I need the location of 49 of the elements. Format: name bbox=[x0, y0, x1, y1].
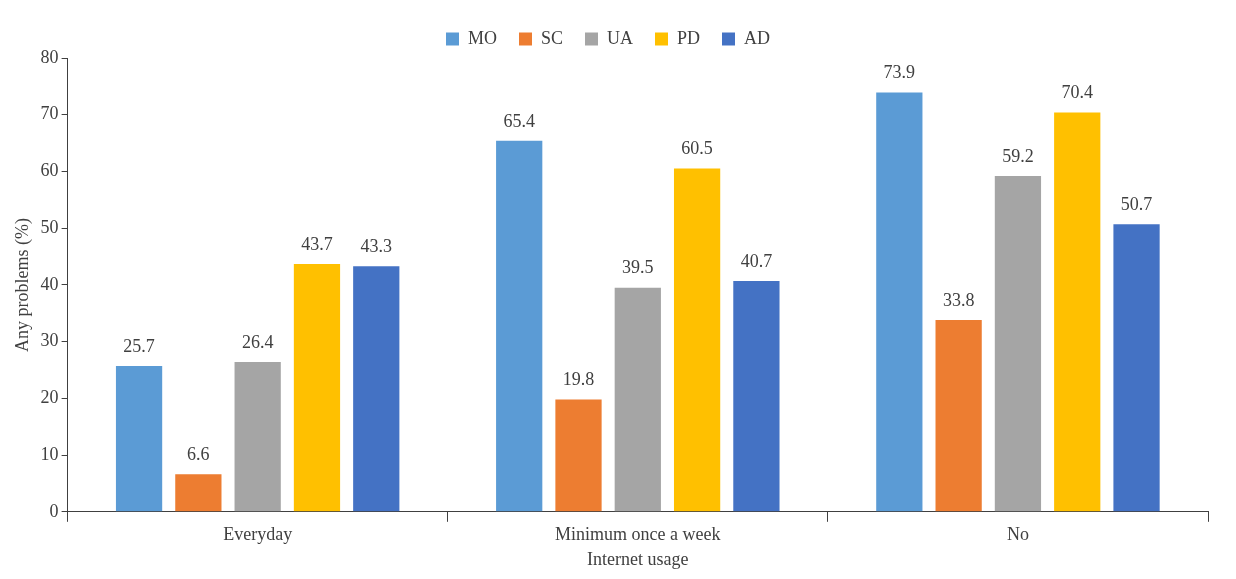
data-label: 60.5 bbox=[681, 138, 713, 159]
data-label: 6.6 bbox=[187, 444, 210, 465]
bar bbox=[496, 140, 543, 512]
bar bbox=[175, 474, 222, 512]
data-label: 65.4 bbox=[503, 110, 535, 131]
legend-label: UA bbox=[607, 27, 634, 48]
bar bbox=[994, 175, 1042, 512]
data-label: 25.7 bbox=[123, 335, 155, 356]
bar bbox=[353, 266, 400, 512]
legend-label: PD bbox=[677, 27, 701, 48]
y-tick-label: 50 bbox=[40, 216, 59, 237]
bar bbox=[733, 280, 780, 512]
bar bbox=[1054, 112, 1101, 512]
bar bbox=[935, 320, 982, 512]
data-label: 39.5 bbox=[622, 257, 654, 278]
y-tick-label: 20 bbox=[40, 387, 59, 408]
legend-label: MO bbox=[467, 27, 497, 48]
bar bbox=[555, 399, 602, 512]
bar bbox=[673, 168, 721, 512]
bar bbox=[293, 263, 341, 512]
bar bbox=[876, 92, 923, 512]
x-tick-label: Everyday bbox=[223, 524, 293, 545]
y-tick-label: 40 bbox=[40, 273, 59, 294]
bar bbox=[614, 287, 661, 512]
y-tick-label: 60 bbox=[40, 160, 59, 181]
y-tick-label: 30 bbox=[40, 330, 59, 351]
bar bbox=[115, 366, 163, 512]
data-label: 40.7 bbox=[740, 250, 773, 271]
y-tick-label: 0 bbox=[49, 500, 59, 521]
data-label: 43.7 bbox=[301, 233, 333, 254]
y-tick-label: 70 bbox=[40, 103, 59, 124]
y-axis-title: Any problems (%) bbox=[11, 217, 33, 352]
x-tick-label: No bbox=[1006, 524, 1029, 545]
data-label: 33.8 bbox=[942, 289, 975, 310]
data-label: 70.4 bbox=[1061, 82, 1093, 103]
data-label: 19.8 bbox=[562, 369, 595, 390]
x-tick-label: Minimum once a week bbox=[555, 524, 721, 545]
bar bbox=[1113, 224, 1160, 512]
bar bbox=[234, 362, 281, 512]
legend-label: SC bbox=[540, 27, 564, 48]
x-axis-title: Internet usage bbox=[587, 548, 689, 569]
data-label: 73.9 bbox=[883, 62, 916, 83]
data-label: 50.7 bbox=[1120, 193, 1153, 214]
y-tick-label: 80 bbox=[40, 46, 59, 67]
data-label: 59.2 bbox=[1002, 145, 1034, 166]
data-label: 26.4 bbox=[241, 331, 274, 352]
data-label: 43.3 bbox=[360, 235, 393, 256]
y-tick-label: 10 bbox=[40, 443, 59, 464]
legend-label: AD bbox=[744, 27, 771, 48]
